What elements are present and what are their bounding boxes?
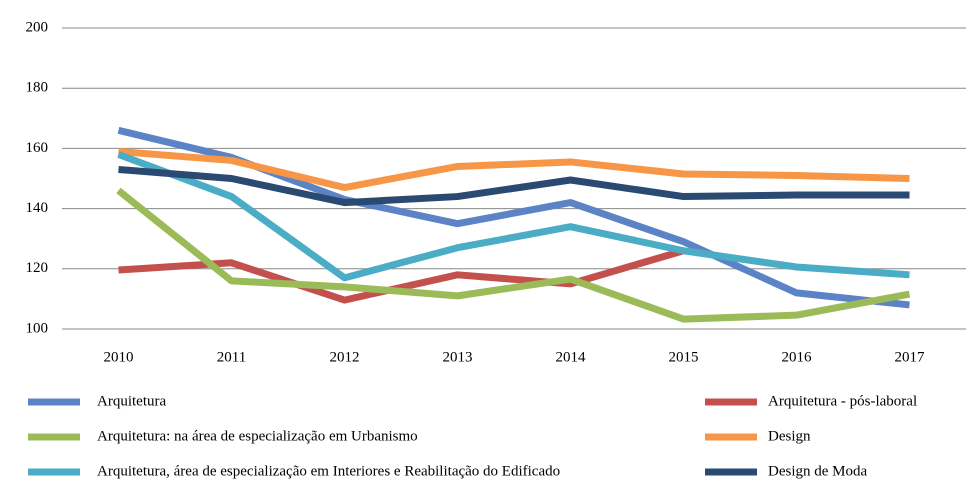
x-tick-label: 2013	[443, 349, 473, 365]
x-tick-label: 2014	[556, 349, 587, 365]
series-line	[118, 165, 910, 207]
legend-label: Design	[768, 428, 811, 444]
y-tick-label: 180	[26, 80, 49, 96]
y-tick-label: 140	[26, 200, 49, 216]
series-line	[118, 147, 910, 192]
x-tick-label: 2012	[330, 349, 360, 365]
y-tick-label: 120	[26, 260, 49, 276]
x-tick-label: 2010	[104, 349, 134, 365]
legend-label: Arquitetura: na área de especialização e…	[97, 428, 418, 444]
legend-label: Arquitetura, área de especialização em I…	[97, 463, 560, 479]
legend-label: Design de Moda	[768, 463, 867, 479]
series-line	[116, 187, 911, 323]
x-tick-label: 2011	[217, 349, 246, 365]
x-tick-label: 2017	[895, 349, 926, 365]
legend-label: Arquitetura - pós-laboral	[768, 393, 917, 409]
legend-label: Arquitetura	[97, 393, 166, 409]
y-tick-label: 200	[26, 19, 49, 35]
y-tick-label: 100	[26, 320, 49, 336]
series-line	[117, 151, 910, 282]
x-tick-label: 2016	[782, 349, 813, 365]
x-tick-label: 2015	[669, 349, 699, 365]
y-tick-label: 160	[26, 140, 49, 156]
